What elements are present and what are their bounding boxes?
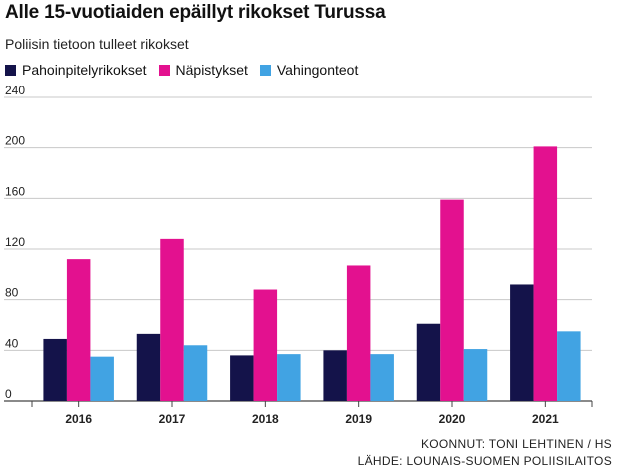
- legend-label-vahingonteot: Vahingonteot: [276, 62, 359, 78]
- bar-2021-näpistykset: [533, 146, 558, 401]
- legend-item-napistykset: Näpistykset: [158, 62, 248, 78]
- bar-2017-vahingonteot: [183, 345, 208, 401]
- bar-2017-pahoinpitelyrikokset: [136, 333, 161, 401]
- chart-legend: Pahoinpitelyrikokset Näpistykset Vahingo…: [5, 62, 370, 78]
- chart-title: Alle 15-vuotiaiden epäillyt rikokset Tur…: [5, 2, 386, 23]
- bar-2021-vahingonteot: [557, 331, 581, 401]
- bar-2016-näpistykset: [66, 259, 91, 401]
- x-tick-label: 2018: [252, 412, 279, 426]
- chart-area: 0 40 80 120 160 200 240 2016 2017 2018 2019 2020 202…: [0, 83, 620, 436]
- bar-2021-pahoinpitelyrikokset: [510, 284, 534, 401]
- credit-text: KOONNUT: TONI LEHTINEN / HS: [420, 437, 612, 451]
- legend-label-napistykset: Näpistykset: [175, 62, 248, 78]
- bar-2019-vahingonteot: [370, 354, 394, 401]
- bar-2020-näpistykset: [440, 199, 464, 401]
- y-tick-label: 40: [5, 336, 19, 350]
- legend-swatch-napistykset: [158, 64, 170, 76]
- source-text: LÄHDE: LOUNAIS-SUOMEN POLIISILAITOS: [357, 454, 612, 468]
- y-tick-label: 160: [5, 184, 25, 198]
- y-tick-label: 200: [5, 134, 25, 148]
- bar-2017-näpistykset: [160, 238, 184, 401]
- bar-chart: 0 40 80 120 160 200 240 2016 2017 2018 2019 2020 202…: [4, 83, 593, 426]
- bar-2016-pahoinpitelyrikokset: [43, 338, 67, 401]
- bar-2018-näpistykset: [253, 289, 278, 401]
- bar-2018-vahingonteot: [277, 354, 301, 401]
- y-tick-label: 120: [5, 235, 25, 249]
- bar-2018-pahoinpitelyrikokset: [230, 355, 254, 401]
- legend-swatch-pahoinpitelyrikokset: [5, 64, 16, 76]
- chart-subtitle: Poliisin tietoon tulleet rikokset: [5, 36, 189, 52]
- bar-2016-vahingonteot: [90, 356, 114, 401]
- legend-label-pahoinpitelyrikokset: Pahoinpitelyrikokset: [22, 62, 147, 78]
- y-tick-label: 0: [5, 387, 12, 401]
- x-tick-label: 2021: [532, 412, 559, 426]
- x-tick-label: 2019: [345, 412, 372, 426]
- x-tick-label: 2020: [439, 412, 466, 426]
- bar-2019-pahoinpitelyrikokset: [323, 350, 347, 401]
- y-tick-label: 80: [5, 286, 19, 300]
- bar-2019-näpistykset: [346, 265, 371, 401]
- legend-item-vahingonteot: Vahingonteot: [259, 62, 359, 78]
- legend-swatch-vahingonteot: [259, 64, 271, 76]
- bar-2020-pahoinpitelyrikokset: [416, 323, 441, 401]
- legend-item-pahoinpitelyrikokset: Pahoinpitelyrikokset: [5, 62, 147, 78]
- x-tick-label: 2017: [159, 412, 186, 426]
- y-tick-label: 240: [5, 86, 25, 97]
- bar-2020-vahingonteot: [463, 349, 488, 401]
- x-tick-label: 2016: [65, 412, 92, 426]
